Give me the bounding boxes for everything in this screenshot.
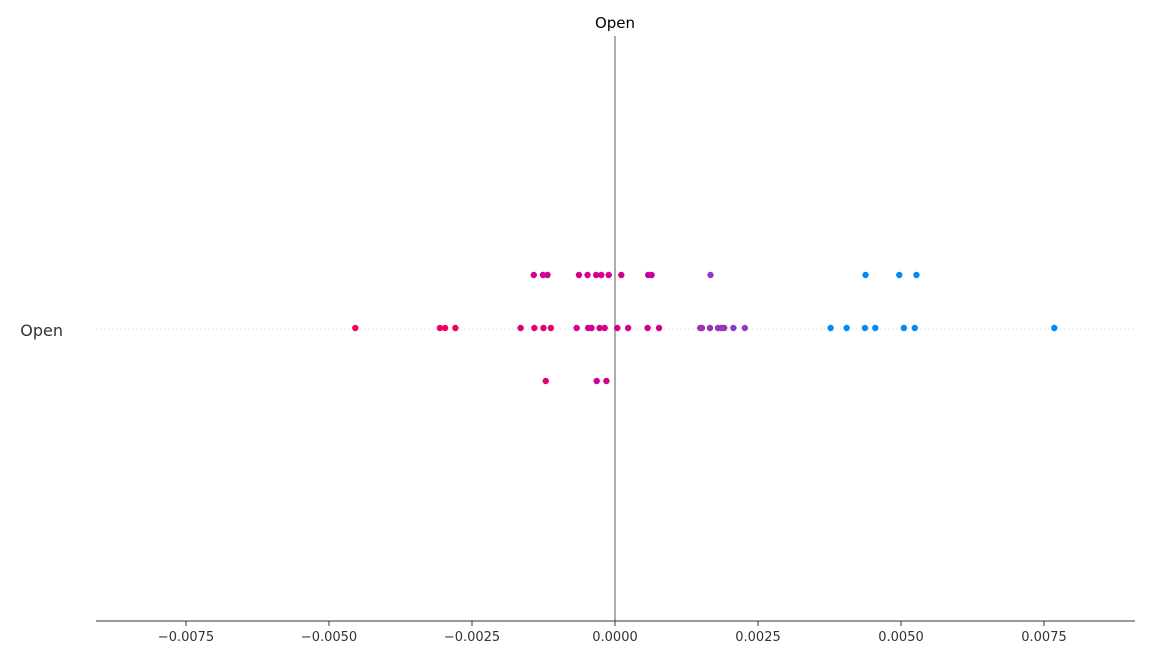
- data-point: [601, 324, 608, 332]
- x-tick-label: 0.0025: [735, 630, 781, 645]
- data-point: [584, 271, 591, 279]
- data-point: [872, 324, 879, 332]
- data-point: [614, 324, 621, 332]
- data-point: [618, 271, 625, 279]
- data-point: [1051, 324, 1058, 332]
- x-tick-label: 0.0050: [878, 630, 924, 645]
- data-point: [352, 324, 359, 332]
- data-point: [598, 271, 605, 279]
- x-axis-ticks: −0.0075 −0.0050 −0.0025 0.0000 0.0025 0.0050 0…: [158, 621, 1067, 645]
- data-point: [862, 271, 869, 279]
- data-point: [530, 271, 537, 279]
- data-point: [913, 271, 920, 279]
- data-point: [648, 271, 655, 279]
- data-point: [730, 324, 737, 332]
- data-point: [896, 271, 903, 279]
- data-point: [588, 324, 595, 332]
- data-point: [542, 377, 549, 385]
- data-point: [605, 271, 612, 279]
- data-point: [624, 324, 632, 332]
- data-point: [544, 271, 551, 279]
- x-tick-label: −0.0025: [444, 630, 500, 645]
- data-points: [352, 271, 1058, 385]
- data-point: [843, 324, 850, 332]
- data-point: [573, 324, 580, 332]
- data-point: [827, 324, 834, 332]
- data-point: [900, 324, 908, 332]
- data-point: [547, 324, 555, 332]
- x-tick-label: 0.0075: [1021, 630, 1067, 645]
- data-point: [539, 271, 547, 279]
- data-point: [436, 324, 444, 332]
- data-point: [593, 377, 600, 385]
- data-point: [441, 324, 449, 332]
- data-point: [741, 324, 749, 332]
- feature-label: Open: [20, 321, 63, 340]
- data-point: [706, 324, 714, 332]
- data-point: [644, 324, 651, 332]
- data-point: [575, 271, 583, 279]
- data-point: [596, 324, 603, 332]
- data-point: [592, 271, 600, 279]
- data-point: [911, 324, 918, 332]
- x-tick-label: 0.0000: [592, 630, 638, 645]
- data-point: [861, 324, 869, 332]
- data-point: [540, 324, 547, 332]
- data-point: [603, 377, 610, 385]
- data-point: [452, 324, 459, 332]
- data-point: [531, 324, 538, 332]
- data-point: [721, 324, 728, 332]
- data-point: [698, 324, 706, 332]
- data-point: [655, 324, 663, 332]
- base-value-label: Open: [595, 14, 635, 32]
- data-point: [517, 324, 524, 332]
- data-point: [707, 271, 714, 279]
- x-tick-label: −0.0050: [301, 630, 357, 645]
- x-tick-label: −0.0075: [158, 630, 214, 645]
